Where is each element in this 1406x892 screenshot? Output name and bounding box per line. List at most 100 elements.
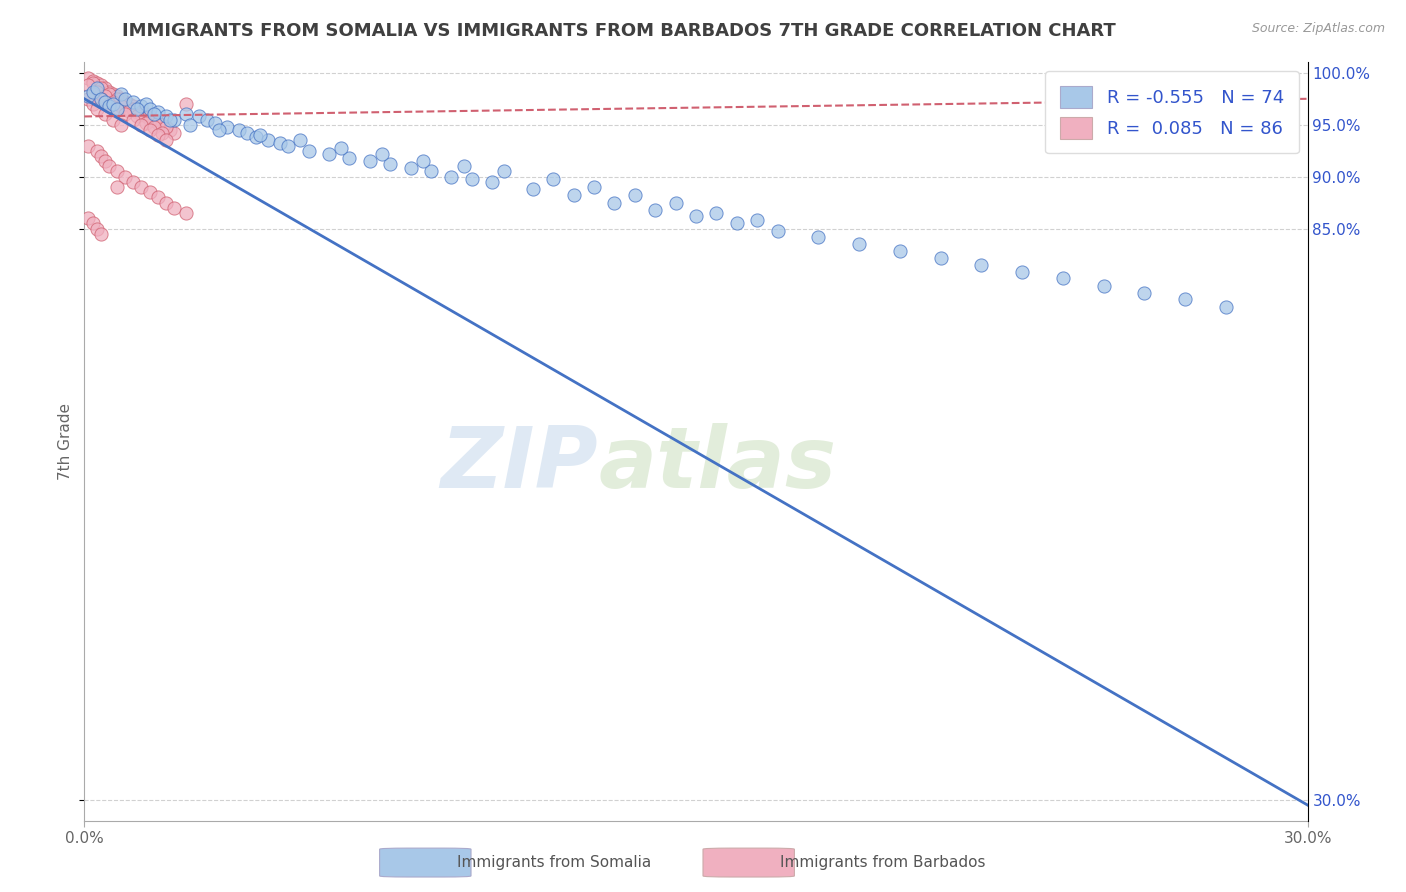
Point bbox=[86, 102, 108, 116]
Point bbox=[77, 78, 100, 93]
Point bbox=[562, 188, 585, 202]
Point bbox=[174, 107, 197, 121]
Point bbox=[420, 164, 443, 178]
Point bbox=[82, 216, 104, 230]
Point bbox=[135, 107, 157, 121]
Point bbox=[90, 81, 112, 95]
Point bbox=[371, 146, 394, 161]
Point bbox=[494, 164, 516, 178]
Text: Source: ZipAtlas.com: Source: ZipAtlas.com bbox=[1251, 22, 1385, 36]
Point bbox=[110, 99, 132, 113]
Point bbox=[86, 85, 108, 99]
Point bbox=[204, 116, 226, 130]
Point bbox=[543, 171, 565, 186]
Point bbox=[114, 97, 136, 112]
Point bbox=[146, 190, 169, 204]
Point bbox=[86, 221, 108, 235]
Point bbox=[174, 206, 197, 220]
Point bbox=[110, 118, 132, 132]
Point bbox=[77, 138, 100, 153]
Point bbox=[298, 144, 321, 158]
Text: Immigrants from Barbados: Immigrants from Barbados bbox=[780, 855, 986, 870]
Point bbox=[228, 123, 250, 137]
Point bbox=[174, 97, 197, 112]
Point bbox=[146, 105, 169, 120]
Point bbox=[101, 97, 124, 112]
Text: ZIP: ZIP bbox=[440, 423, 598, 506]
Point bbox=[97, 85, 120, 99]
Point bbox=[583, 180, 606, 194]
Point bbox=[131, 105, 153, 120]
Point bbox=[155, 110, 177, 124]
Point bbox=[624, 188, 647, 202]
Point bbox=[155, 133, 177, 147]
Point bbox=[97, 97, 120, 112]
Point bbox=[118, 104, 141, 119]
Point bbox=[138, 110, 160, 124]
Point bbox=[195, 112, 218, 127]
Point bbox=[522, 182, 544, 196]
Point bbox=[93, 88, 115, 103]
Point bbox=[453, 159, 475, 173]
Point bbox=[380, 157, 402, 171]
Point bbox=[257, 133, 280, 147]
Point bbox=[90, 92, 112, 106]
Point bbox=[110, 87, 132, 101]
Point bbox=[97, 99, 120, 113]
Point bbox=[118, 102, 141, 116]
Point bbox=[163, 201, 186, 215]
Point bbox=[970, 258, 993, 272]
Point bbox=[208, 123, 231, 137]
Point bbox=[114, 169, 136, 184]
Point bbox=[97, 87, 120, 101]
Point bbox=[127, 102, 149, 116]
Point bbox=[90, 92, 112, 106]
Point bbox=[249, 128, 271, 143]
Point bbox=[138, 186, 160, 200]
Point bbox=[93, 154, 115, 169]
Y-axis label: 7th Grade: 7th Grade bbox=[58, 403, 73, 480]
Text: atlas: atlas bbox=[598, 423, 837, 506]
Point bbox=[101, 112, 124, 127]
Point bbox=[481, 175, 503, 189]
Point bbox=[82, 87, 104, 101]
Point bbox=[766, 224, 789, 238]
Point bbox=[93, 92, 115, 106]
Point bbox=[105, 92, 128, 106]
Point bbox=[135, 116, 157, 130]
Point bbox=[146, 128, 169, 143]
Point bbox=[269, 136, 291, 151]
Point bbox=[747, 213, 769, 227]
Point bbox=[105, 102, 128, 116]
Point bbox=[146, 116, 169, 130]
Point bbox=[101, 95, 124, 109]
Point bbox=[848, 237, 870, 252]
Point bbox=[603, 195, 626, 210]
Point bbox=[105, 180, 128, 194]
Legend: R = -0.555   N = 74, R =  0.085   N = 86: R = -0.555 N = 74, R = 0.085 N = 86 bbox=[1046, 71, 1299, 153]
Point bbox=[97, 159, 120, 173]
Point bbox=[82, 76, 104, 90]
Point bbox=[150, 118, 173, 132]
Point bbox=[412, 154, 434, 169]
Point bbox=[706, 206, 728, 220]
Point bbox=[82, 74, 104, 88]
Point bbox=[105, 88, 128, 103]
Point bbox=[685, 209, 707, 223]
Point bbox=[131, 180, 153, 194]
Point bbox=[90, 149, 112, 163]
Point bbox=[142, 120, 165, 134]
Point bbox=[163, 112, 186, 127]
Point bbox=[889, 244, 911, 259]
Point bbox=[86, 144, 108, 158]
FancyBboxPatch shape bbox=[703, 848, 794, 877]
Point bbox=[105, 102, 128, 116]
Point bbox=[142, 112, 165, 127]
Point bbox=[142, 112, 165, 127]
Point bbox=[399, 161, 422, 176]
Point bbox=[138, 102, 160, 116]
Point bbox=[146, 116, 169, 130]
Point bbox=[86, 76, 108, 90]
Point bbox=[77, 92, 100, 106]
Point bbox=[155, 120, 177, 134]
